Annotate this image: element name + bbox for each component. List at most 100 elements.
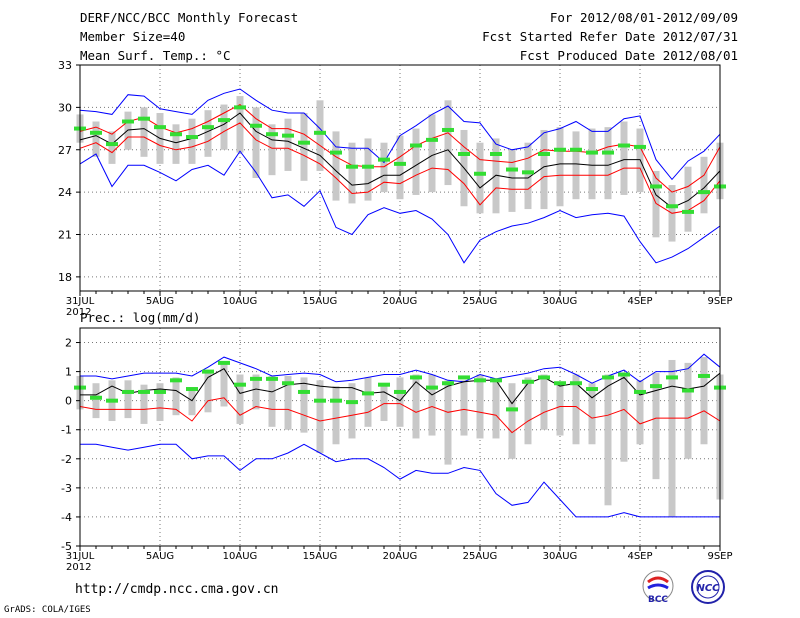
box-bar — [428, 374, 436, 436]
box-bar — [124, 380, 132, 419]
box-bar — [412, 128, 420, 195]
median-marker — [346, 164, 358, 169]
box-bar — [588, 128, 596, 200]
box-bar — [220, 104, 228, 150]
box-bar — [348, 383, 356, 439]
box-bar — [316, 380, 324, 453]
box-bar — [492, 138, 500, 214]
y-tick-label: 2 — [65, 337, 72, 350]
logos: BCC NCC — [642, 570, 725, 605]
median-marker — [138, 116, 150, 121]
box-bar — [684, 362, 692, 459]
box-bar — [140, 384, 148, 424]
x-tick-label: 20AUG — [383, 296, 418, 307]
series-min-line — [79, 150, 721, 264]
y-tick-label: 18 — [58, 271, 72, 284]
box-bar — [428, 114, 436, 193]
box-bar — [188, 389, 196, 416]
x-tick-label: 31JUL — [66, 551, 95, 562]
box-bar — [156, 383, 164, 422]
box-bar — [236, 374, 244, 424]
median-marker — [426, 385, 438, 390]
panel-title: Prec.: log(mm/d) — [80, 310, 200, 325]
box-bar — [572, 131, 580, 200]
median-marker — [490, 151, 502, 156]
x-tick-label: 9SEP — [707, 551, 732, 562]
series-max-line — [79, 88, 721, 181]
box-bar — [268, 375, 276, 427]
box-bar — [124, 111, 132, 150]
median-marker — [250, 376, 262, 381]
series-mean-line — [80, 368, 721, 405]
box-bar — [412, 374, 420, 439]
box-bar — [300, 113, 308, 181]
y-tick-label: 24 — [58, 186, 72, 199]
median-marker — [650, 384, 662, 389]
box-bar — [508, 383, 516, 459]
y-tick-label: 0 — [65, 395, 72, 408]
median-marker — [378, 157, 390, 162]
median-marker — [570, 381, 582, 386]
y-tick-label: -4 — [61, 511, 72, 524]
box-bar — [220, 362, 228, 407]
median-marker — [506, 407, 518, 412]
box-bar — [540, 374, 548, 430]
x-tick-label: 30AUG — [543, 296, 578, 307]
median-marker — [298, 140, 310, 145]
box-bar — [348, 142, 356, 204]
box-bar — [92, 121, 100, 157]
median-marker — [602, 375, 614, 380]
box-bar — [380, 142, 388, 193]
box-bar — [540, 129, 548, 210]
median-marker — [650, 184, 662, 189]
median-marker — [170, 132, 182, 137]
bcc-logo-text: BCC — [648, 595, 668, 605]
box-bar — [284, 375, 292, 430]
box-bar — [524, 142, 532, 210]
box-bar — [684, 166, 692, 232]
median-marker — [586, 387, 598, 392]
y-tick-label: -3 — [61, 482, 72, 495]
series-lower-line — [79, 397, 721, 434]
box-bar — [332, 386, 340, 445]
box-bar — [700, 357, 708, 445]
source-url[interactable]: http://cmdp.ncc.cma.gov.cn — [75, 582, 279, 597]
y-tick-label: -5 — [61, 540, 72, 553]
y-tick-label: 33 — [58, 59, 72, 72]
variable-label: Mean Surf. Temp.: °C — [80, 48, 231, 63]
box-bar — [172, 124, 180, 164]
median-marker — [682, 388, 694, 393]
box-bar — [364, 377, 372, 427]
x-tick-label: 4SEP — [627, 296, 652, 307]
median-marker — [266, 132, 278, 137]
x-tick-label: 20AUG — [383, 551, 418, 562]
panel-1: 18 21 24 27 30 33 31JUL 5AUG 10AUG 15AUG 20AUG 25AU… — [58, 59, 733, 318]
box-bar — [236, 96, 244, 153]
median-marker — [298, 389, 310, 394]
box-bar — [668, 359, 676, 517]
box-bar — [556, 383, 564, 436]
median-marker — [618, 143, 630, 148]
median-marker — [250, 123, 262, 128]
median-marker — [666, 375, 678, 380]
median-marker — [634, 144, 646, 149]
y-tick-label: 21 — [58, 229, 72, 242]
median-marker — [218, 360, 230, 365]
median-marker — [410, 375, 422, 380]
panel-2: -5 -4 -3 -2 -1 0 1 2 31JUL 5AUG 10AUG 15AUG 20AUG 25A… — [61, 310, 733, 573]
median-marker — [154, 125, 166, 130]
median-marker — [314, 130, 326, 135]
member-size: Member Size=40 — [80, 29, 186, 44]
median-marker — [330, 150, 342, 155]
median-marker — [234, 382, 246, 387]
x-tick-label: 25AUG — [463, 551, 498, 562]
chart-title: DERF/NCC/BCC Monthly Forecast — [80, 10, 299, 25]
box-bar — [476, 374, 484, 439]
box-bar — [92, 383, 100, 419]
median-marker — [170, 378, 182, 383]
box-bar — [524, 377, 532, 445]
x-tick-label: 10AUG — [223, 296, 258, 307]
median-marker — [522, 379, 534, 384]
box-bar — [252, 107, 260, 178]
median-marker — [586, 150, 598, 155]
